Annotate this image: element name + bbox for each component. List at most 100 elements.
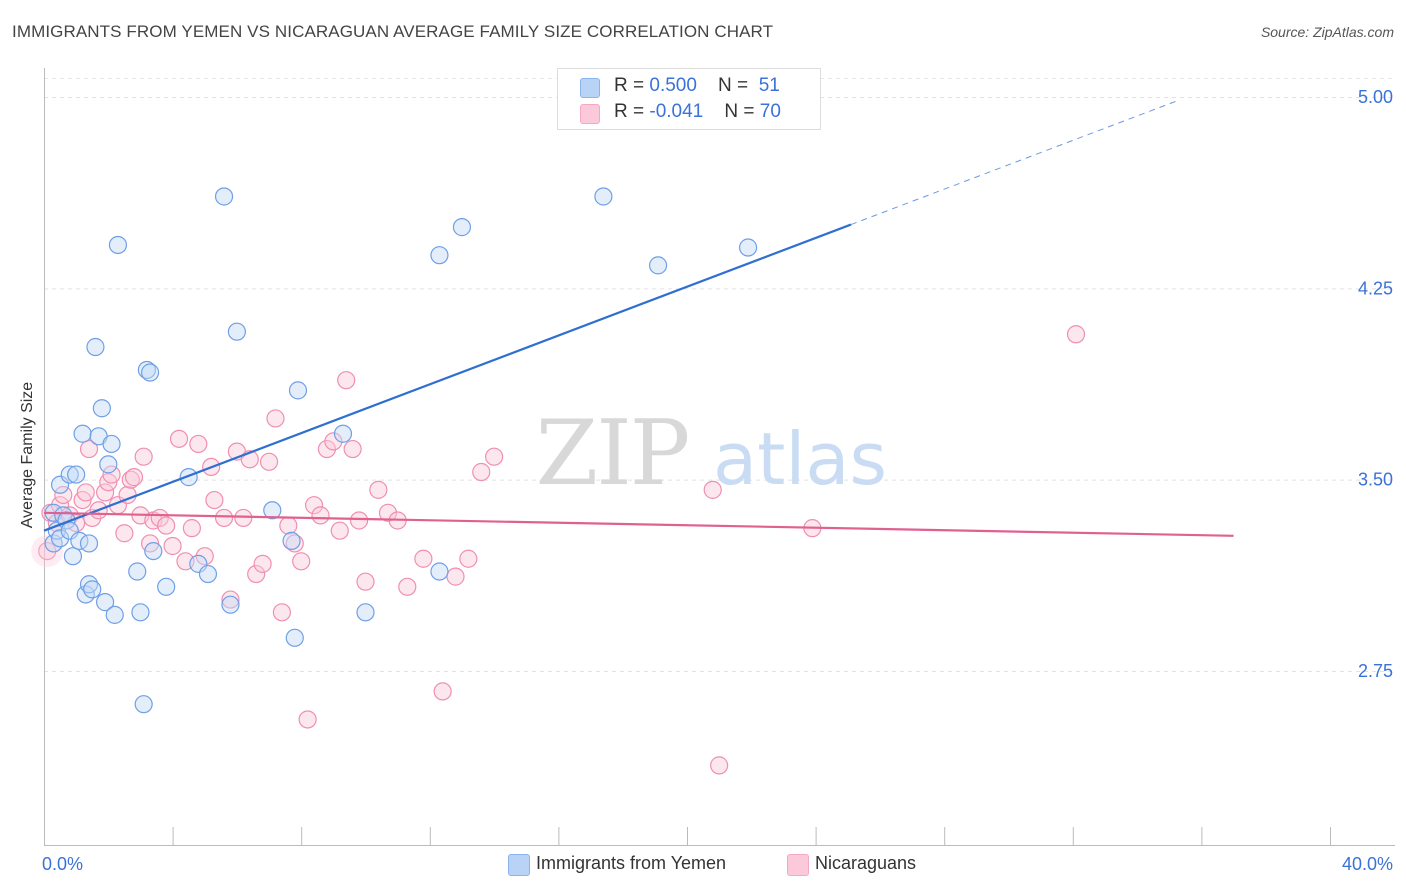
point-nicaraguans — [79, 439, 99, 459]
chart-title: IMMIGRANTS FROM YEMEN VS NICARAGUAN AVER… — [12, 22, 774, 41]
axes — [44, 68, 1395, 846]
point-yemen — [221, 595, 240, 614]
point-yemen — [179, 468, 198, 487]
series-legend: Immigrants from Yemen Nicaraguans — [0, 852, 1406, 876]
point-nicaraguans — [214, 508, 234, 528]
point-yemen — [285, 628, 304, 647]
point-nicaraguans — [1066, 325, 1086, 344]
point-nicaraguans — [102, 465, 121, 484]
point-yemen — [79, 575, 99, 594]
point-yemen — [102, 434, 121, 454]
point-nicaraguans — [433, 682, 452, 701]
point-nicaraguans — [272, 603, 292, 622]
point-yemen — [430, 562, 449, 581]
series-nicaraguans-points — [31, 325, 1086, 775]
point-nicaraguans — [446, 567, 465, 586]
point-nicaraguans — [253, 554, 272, 573]
legend-n-value-nicaraguans: 70 — [759, 101, 781, 122]
trend-line-yemen-extension — [850, 100, 1176, 226]
point-nicaraguans — [121, 470, 140, 489]
correlation-legend: R = 0.500 N = 51 R = -0.041 N = 70 — [557, 68, 821, 130]
legend-r-value-yemen: 0.500 — [649, 75, 697, 96]
point-nicaraguans — [259, 452, 279, 471]
point-nicaraguans — [337, 371, 356, 390]
source-label: Source: ZipAtlas.com — [1260, 24, 1394, 40]
point-yemen — [128, 562, 147, 581]
point-yemen — [648, 256, 668, 275]
point-nicaraguans — [221, 590, 240, 609]
point-yemen — [214, 187, 234, 206]
trend-line-nicaraguans — [43, 511, 1234, 537]
watermark-zip: ZIP — [536, 401, 689, 506]
point-nicaraguans — [76, 483, 95, 502]
point-yemen — [227, 322, 246, 341]
legend-swatch-nicaraguans — [580, 104, 600, 124]
watermark: ZIP atlas — [536, 401, 887, 506]
legend-label-yemen: Immigrants from Yemen — [536, 853, 727, 873]
trend-lines — [43, 100, 1234, 537]
legend-swatch-yemen — [580, 78, 600, 98]
y-tick-label: 5.00 — [1358, 87, 1393, 107]
point-nicaraguans — [205, 490, 224, 510]
point-nicaraguans — [349, 511, 369, 530]
point-nicaraguans — [266, 409, 285, 428]
point-nicaraguans — [343, 439, 362, 459]
point-yemen — [79, 534, 99, 553]
legend-r-label: R = — [614, 101, 650, 122]
legend-r-value-nicaraguans: -0.041 — [649, 101, 704, 122]
point-nicaraguans — [285, 534, 304, 553]
point-nicaraguans — [378, 503, 398, 522]
point-nicaraguans — [54, 485, 73, 505]
point-yemen — [67, 465, 86, 484]
point-yemen — [137, 360, 156, 380]
point-yemen — [92, 399, 111, 418]
point-yemen — [86, 337, 105, 357]
point-nicaraguans — [459, 549, 478, 568]
y-tick-label: 3.50 — [1358, 470, 1393, 490]
series-yemen-points — [44, 187, 758, 714]
point-nicaraguans — [703, 480, 722, 499]
point-nicaraguans — [485, 447, 504, 466]
point-nicaraguans — [247, 564, 266, 584]
point-yemen — [144, 541, 163, 561]
point-yemen — [594, 187, 613, 206]
point-yemen — [50, 529, 70, 548]
point-nicaraguans — [330, 521, 349, 540]
point-nicaraguans — [398, 577, 417, 596]
point-yemen — [99, 455, 118, 474]
point-nicaraguans — [710, 756, 729, 775]
watermark-atlas: atlas — [713, 417, 887, 501]
x-tick-label: 40.0% — [1342, 854, 1393, 874]
point-nicaraguans — [298, 710, 317, 729]
legend-label-nicaraguans: Nicaraguans — [815, 853, 917, 873]
point-yemen — [140, 363, 160, 382]
legend-swatch-yemen — [508, 854, 530, 876]
point-yemen — [288, 381, 308, 400]
point-nicaraguans-cluster — [31, 535, 64, 568]
point-nicaraguans — [163, 536, 182, 556]
point-nicaraguans — [304, 496, 324, 515]
point-yemen — [738, 238, 758, 257]
x-tick-label: 0.0% — [42, 854, 83, 874]
point-nicaraguans — [157, 516, 176, 535]
point-nicaraguans — [134, 447, 153, 466]
point-nicaraguans — [182, 519, 201, 538]
point-yemen — [134, 695, 153, 714]
legend-n-value-yemen: 51 — [758, 75, 780, 96]
y-tick-label: 2.75 — [1358, 661, 1393, 681]
point-nicaraguans — [472, 462, 491, 482]
point-nicaraguans — [95, 483, 115, 502]
point-nicaraguans — [292, 552, 311, 571]
point-nicaraguans — [311, 506, 330, 525]
point-nicaraguans — [189, 434, 208, 454]
legend-n-label: N = — [718, 75, 754, 96]
point-nicaraguans — [115, 524, 134, 543]
point-yemen — [83, 580, 102, 599]
legend-r-label: R = — [614, 75, 650, 96]
point-yemen — [157, 577, 176, 596]
legend-swatch-nicaraguans — [787, 854, 809, 876]
point-yemen — [263, 501, 282, 520]
point-nicaraguans — [414, 549, 433, 568]
point-yemen — [452, 218, 472, 237]
